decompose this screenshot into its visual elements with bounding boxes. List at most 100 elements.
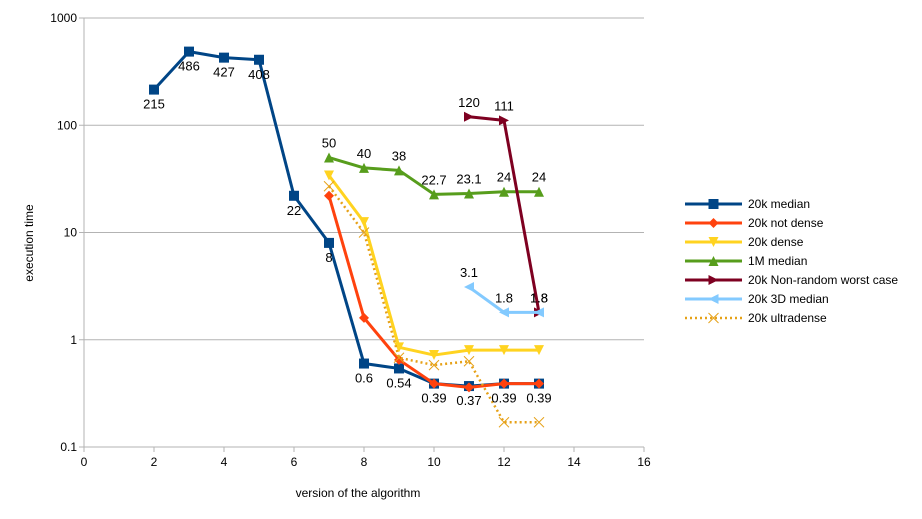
data-label: 0.39 (421, 391, 446, 406)
data-point (323, 180, 335, 192)
data-point (394, 165, 404, 176)
data-point (499, 115, 509, 126)
data-point (219, 52, 229, 63)
x-tick-label: 14 (567, 455, 581, 469)
legend-item: 20k ultradense (685, 311, 827, 325)
legend-swatch-marker (708, 218, 719, 228)
data-point (533, 416, 545, 428)
legend-swatch-marker (708, 275, 719, 285)
data-label: 22.7 (421, 172, 446, 187)
legend-item: 20k median (685, 197, 810, 211)
data-point (324, 190, 334, 201)
legend-item: 20k Non-random worst case (685, 273, 898, 287)
data-label: 40 (357, 146, 371, 161)
data-point (534, 378, 544, 389)
data-point (534, 186, 544, 197)
data-point (429, 189, 439, 200)
legend-label: 1M median (748, 254, 807, 268)
legend-label: 20k not dense (748, 216, 824, 230)
data-point (393, 352, 405, 364)
data-label: 22 (287, 203, 301, 218)
data-point (429, 350, 439, 361)
legend: 20k median 20k not dense 20k dense 1M media… (685, 197, 898, 325)
series-1 (324, 190, 544, 393)
series-6 (323, 180, 545, 428)
data-point (429, 378, 439, 389)
data-point (324, 152, 334, 163)
y-tick-label: 0.1 (60, 440, 77, 454)
y-tick-label: 1000 (50, 11, 77, 25)
data-label: 1.8 (530, 290, 548, 305)
legend-swatch-marker (708, 312, 719, 324)
data-label: 0.37 (456, 393, 481, 408)
data-label: 1.8 (495, 290, 513, 305)
data-labels: 215 486 427 408 22 8 0.6 0.54 0.39 0.37 0.39 0.39 50… (143, 59, 552, 408)
data-point (499, 186, 509, 197)
y-tick-label: 1 (70, 333, 77, 347)
data-point (358, 227, 370, 238)
series-line (327, 174, 539, 357)
data-label: 0.6 (355, 371, 373, 386)
data-point (324, 237, 334, 248)
legend-swatch-marker (708, 294, 719, 304)
data-point (394, 342, 404, 353)
x-axis-title: version of the algorithm (296, 486, 421, 500)
x-tick-label: 10 (427, 455, 441, 469)
data-point (394, 363, 404, 374)
legend-item: 1M median (685, 254, 807, 268)
data-label: 215 (143, 97, 165, 112)
data-label: 50 (322, 136, 336, 151)
data-point (498, 416, 510, 428)
data-point (499, 345, 509, 356)
data-label: 408 (248, 67, 270, 82)
data-label: 111 (494, 98, 514, 113)
series-4 (464, 111, 544, 318)
legend-swatch-marker (708, 237, 719, 247)
x-tick-label: 12 (497, 455, 511, 469)
data-point (428, 359, 440, 371)
x-tick-label: 0 (81, 455, 88, 469)
data-point (499, 307, 509, 318)
data-point (464, 382, 474, 393)
data-label: 120 (458, 95, 480, 110)
data-label: 0.54 (386, 375, 411, 390)
data-label: 3.1 (460, 265, 478, 280)
data-point (359, 358, 369, 369)
data-label: 0.39 (491, 391, 516, 406)
legend-label: 20k Non-random worst case (748, 273, 898, 287)
data-point (534, 345, 544, 356)
data-point (359, 162, 369, 173)
data-label: 486 (178, 59, 200, 74)
data-point (464, 282, 474, 293)
data-point (184, 46, 194, 57)
series-line (152, 50, 539, 388)
y-axis-title: execution time (22, 204, 36, 282)
data-point (464, 345, 474, 356)
legend-label: 20k 3D median (748, 292, 829, 306)
data-point (534, 307, 544, 318)
data-label: 38 (392, 148, 406, 163)
data-point (149, 84, 159, 95)
x-tick-label: 4 (221, 455, 228, 469)
data-point (463, 355, 475, 367)
legend-swatch-marker (708, 199, 719, 209)
data-label: 8 (325, 250, 332, 265)
legend-item: 20k not dense (685, 216, 824, 230)
data-point (254, 54, 264, 65)
x-tick-label: 8 (361, 455, 368, 469)
data-point (324, 170, 334, 181)
legend-item: 20k 3D median (685, 292, 829, 306)
series-group (149, 46, 545, 428)
x-tick-label: 6 (291, 455, 298, 469)
x-tick-label: 16 (637, 455, 651, 469)
data-label: 0.39 (526, 391, 551, 406)
series-3 (324, 152, 544, 200)
data-point (359, 217, 369, 228)
legend-label: 20k ultradense (748, 311, 827, 325)
data-label: 1.8 (530, 290, 548, 305)
legend-label: 20k dense (748, 235, 804, 249)
x-tick-label: 2 (151, 455, 158, 469)
series-2 (324, 170, 544, 361)
